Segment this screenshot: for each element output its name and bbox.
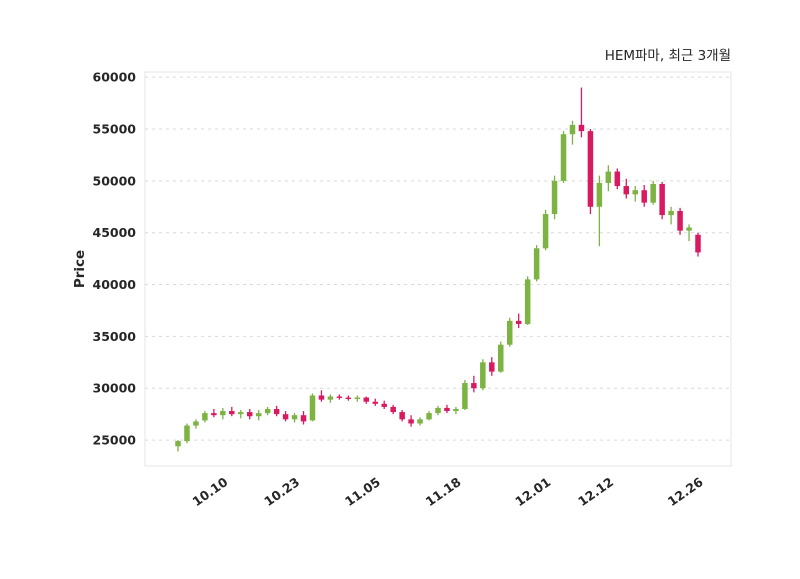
candle-body xyxy=(462,383,468,409)
candle-body xyxy=(175,441,181,447)
candle-body xyxy=(354,397,361,399)
y-tick-label: 45000 xyxy=(93,225,137,240)
candle-body xyxy=(363,397,370,402)
candle-body xyxy=(551,180,558,215)
candle-body xyxy=(426,413,432,420)
candle-body xyxy=(184,425,190,442)
y-tick-label: 25000 xyxy=(93,433,137,448)
candle-body xyxy=(273,408,280,415)
y-tick-label: 60000 xyxy=(93,70,137,85)
candle-body xyxy=(668,210,674,216)
candle-body xyxy=(659,183,665,216)
candle-body xyxy=(399,412,405,420)
candle-body xyxy=(596,182,603,207)
x-tick-label: 12.12 xyxy=(575,474,616,509)
candle-body xyxy=(193,421,199,426)
candle-body xyxy=(345,397,352,399)
y-tick-label: 30000 xyxy=(93,381,137,396)
candle-body xyxy=(220,411,226,416)
candle-body xyxy=(453,408,459,412)
x-tick-label: 10.23 xyxy=(261,474,302,509)
candle-body xyxy=(686,227,692,231)
candle-body xyxy=(202,413,208,421)
candle-body xyxy=(641,190,647,203)
x-tick-label: 11.18 xyxy=(423,474,464,509)
x-tick-label: 12.26 xyxy=(665,474,706,509)
candle-body xyxy=(264,408,271,414)
y-tick-label: 35000 xyxy=(93,329,137,344)
candle-body xyxy=(560,134,567,181)
candle-body xyxy=(309,395,316,421)
candle-body xyxy=(300,415,307,422)
candle-body xyxy=(471,383,477,389)
candle-body xyxy=(291,415,298,420)
x-tick-label: 10.10 xyxy=(190,474,231,509)
candle-body xyxy=(569,124,576,135)
candle-body xyxy=(246,412,253,417)
candle-body xyxy=(533,248,540,280)
candle-body xyxy=(336,396,343,398)
candle-body xyxy=(238,412,244,415)
candle-body xyxy=(489,362,495,372)
candle-body xyxy=(435,407,441,414)
x-tick-label: 12.01 xyxy=(512,474,553,509)
candle-body xyxy=(605,171,612,183)
chart-title: HEM파마, 최근 3개월 xyxy=(604,48,731,64)
candle-body xyxy=(677,210,683,231)
candle-body xyxy=(542,214,549,249)
candle-body xyxy=(372,401,378,404)
candle-body xyxy=(417,419,423,424)
candle-body xyxy=(282,414,289,420)
candle-body xyxy=(444,407,450,412)
candle-body xyxy=(381,403,387,407)
candle-body xyxy=(578,124,585,132)
candle-body xyxy=(229,411,235,415)
candle-body xyxy=(614,171,621,187)
plot-border xyxy=(144,71,732,467)
y-tick-label: 55000 xyxy=(93,122,137,137)
y-axis-label: Price xyxy=(72,249,88,289)
candle-body xyxy=(506,320,513,345)
candle-body xyxy=(498,344,504,372)
candle-body xyxy=(623,186,630,195)
candle-body xyxy=(587,131,594,207)
candle-body xyxy=(327,396,334,400)
candle-body xyxy=(515,320,522,324)
candle-body xyxy=(318,395,325,400)
candle-body xyxy=(480,362,486,389)
candle-body xyxy=(524,279,531,324)
candle-body xyxy=(695,234,701,253)
candle-body xyxy=(390,406,396,413)
y-tick-label: 40000 xyxy=(93,277,137,292)
candle-body xyxy=(255,413,262,417)
x-tick-label: 11.05 xyxy=(342,474,383,509)
candle-body xyxy=(632,190,638,195)
candle-body xyxy=(211,413,217,416)
y-tick-label: 50000 xyxy=(93,173,137,188)
candle-body xyxy=(650,183,656,203)
candle-body xyxy=(408,419,414,424)
